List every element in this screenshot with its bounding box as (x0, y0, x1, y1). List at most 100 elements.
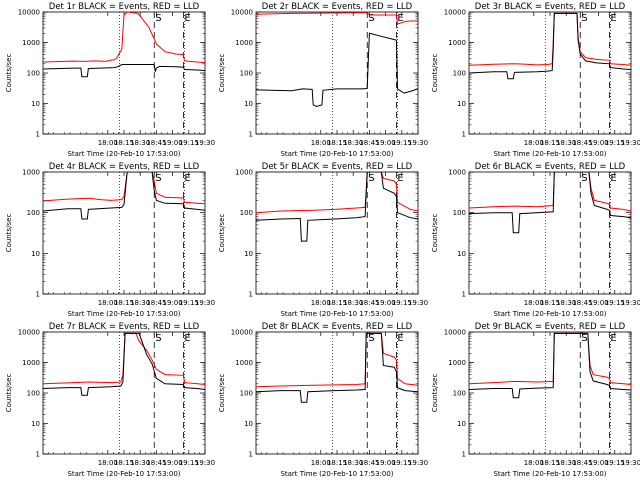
x-tick-label: 19:30 (408, 299, 428, 307)
y-axis-label: Counts/sec (431, 374, 439, 413)
x-tick-label: 19:00 (376, 299, 396, 307)
marker-label: S (368, 173, 374, 184)
series-line-events (43, 172, 205, 220)
y-tick-label: 1000 (235, 39, 253, 47)
x-tick-label: 19:15 (605, 459, 625, 467)
x-tick-label: 19:00 (589, 139, 609, 147)
y-tick-label: 10000 (444, 9, 466, 17)
x-tick-label: 19:30 (621, 139, 640, 147)
x-tick-label: 18:30 (130, 459, 150, 467)
x-tick-label: 18:45 (359, 139, 379, 147)
x-tick-label: 18:30 (343, 299, 363, 307)
x-tick-label: 19:15 (605, 139, 625, 147)
x-tick-label: 19:00 (163, 139, 183, 147)
x-tick-label: 18:30 (556, 139, 576, 147)
chart-title: Det 8r BLACK = Events, RED = LLD (262, 322, 413, 332)
chart-panel-5: Det 5r BLACK = Events, RED = LLD Start Ti… (218, 162, 428, 318)
series-line-events (256, 32, 418, 108)
chart-title: Det 7r BLACK = Events, RED = LLD (49, 322, 200, 332)
marker-label: S (368, 333, 374, 344)
x-axis-label: Start Time (20-Feb-10 17:53:00) (493, 470, 606, 478)
y-tick-label: 10000 (231, 329, 253, 337)
y-tick-label: 10000 (18, 329, 40, 337)
chart-panel-9: Det 9r BLACK = Events, RED = LLD Start Ti… (431, 322, 640, 478)
x-tick-label: 19:00 (163, 459, 183, 467)
x-axis-label: Start Time (20-Feb-10 17:53:00) (493, 310, 606, 318)
x-tick-label: 18:45 (572, 459, 592, 467)
y-tick-label: 10 (457, 420, 466, 428)
x-tick-label: 18:15 (540, 299, 560, 307)
y-axis-label: Counts/sec (218, 214, 226, 253)
y-axis-label: Counts/sec (218, 374, 226, 413)
x-tick-label: 18:15 (114, 139, 134, 147)
x-tick-label: 18:30 (556, 459, 576, 467)
y-tick-label: 1 (36, 451, 40, 459)
chart-panel-1: Det 1r BLACK = Events, RED = LLD Start Ti… (5, 2, 215, 158)
y-tick-label: 10 (244, 420, 253, 428)
series-line-events (469, 12, 631, 80)
x-tick-label: 18:45 (146, 139, 166, 147)
x-tick-label: 19:30 (408, 139, 428, 147)
series-line-events (469, 172, 631, 234)
x-axis-label: Start Time (20-Feb-10 17:53:00) (493, 150, 606, 158)
x-tick-label: 19:15 (392, 459, 412, 467)
y-tick-label: 10 (31, 100, 40, 108)
x-tick-label: 18:15 (114, 299, 134, 307)
marker-label: S (155, 13, 161, 24)
y-tick-label: 1 (249, 451, 253, 459)
series-line-events (256, 332, 418, 403)
x-tick-label: 18:15 (327, 459, 347, 467)
x-tick-label: 19:30 (195, 459, 215, 467)
marker-label: S (581, 333, 587, 344)
x-tick-label: 18:45 (146, 459, 166, 467)
chart-panel-2: Det 2r BLACK = Events, RED = LLD Start Ti… (218, 2, 428, 158)
marker-label: E (397, 173, 403, 184)
chart-panel-6: Det 6r BLACK = Events, RED = LLD Start Ti… (431, 162, 640, 318)
marker-label: E (610, 333, 616, 344)
y-tick-label: 1000 (448, 169, 466, 177)
x-tick-label: 19:30 (621, 299, 640, 307)
x-axis-label: Start Time (20-Feb-10 17:53:00) (280, 150, 393, 158)
y-tick-label: 10000 (444, 329, 466, 337)
marker-label: S (368, 13, 374, 24)
chart-panel-4: Det 4r BLACK = Events, RED = LLD Start Ti… (5, 162, 215, 318)
x-tick-label: 19:15 (605, 299, 625, 307)
y-tick-label: 1 (36, 291, 40, 299)
x-tick-label: 19:00 (589, 299, 609, 307)
marker-label: E (397, 13, 403, 24)
x-tick-label: 19:15 (392, 139, 412, 147)
x-tick-label: 19:00 (376, 139, 396, 147)
y-axis-label: Counts/sec (5, 214, 13, 253)
x-tick-label: 18:00 (524, 299, 544, 307)
x-tick-label: 18:30 (130, 139, 150, 147)
y-tick-label: 100 (240, 390, 253, 398)
chart-title: Det 6r BLACK = Events, RED = LLD (475, 162, 626, 172)
x-tick-label: 19:30 (195, 299, 215, 307)
marker-label: S (581, 173, 587, 184)
chart-panel-7: Det 7r BLACK = Events, RED = LLD Start Ti… (5, 322, 215, 478)
x-tick-label: 18:00 (311, 139, 331, 147)
x-tick-label: 19:00 (163, 299, 183, 307)
x-tick-label: 18:30 (343, 459, 363, 467)
x-tick-label: 18:15 (540, 459, 560, 467)
x-tick-label: 18:00 (524, 139, 544, 147)
chart-panel-3: Det 3r BLACK = Events, RED = LLD Start Ti… (431, 2, 640, 158)
x-tick-label: 18:45 (359, 459, 379, 467)
y-axis-label: Counts/sec (5, 54, 13, 93)
x-tick-label: 18:30 (130, 299, 150, 307)
y-axis-label: Counts/sec (5, 374, 13, 413)
y-tick-label: 100 (453, 70, 466, 78)
x-tick-label: 18:00 (98, 139, 118, 147)
y-tick-label: 100 (453, 390, 466, 398)
chart-title: Det 2r BLACK = Events, RED = LLD (262, 2, 413, 12)
y-tick-label: 10000 (18, 9, 40, 17)
x-tick-label: 19:15 (179, 139, 199, 147)
chart-panel-8: Det 8r BLACK = Events, RED = LLD Start Ti… (218, 322, 428, 478)
x-tick-label: 18:30 (556, 299, 576, 307)
x-tick-label: 19:00 (376, 459, 396, 467)
y-tick-label: 1 (249, 131, 253, 139)
x-tick-label: 18:15 (540, 139, 560, 147)
y-tick-label: 10 (457, 250, 466, 258)
